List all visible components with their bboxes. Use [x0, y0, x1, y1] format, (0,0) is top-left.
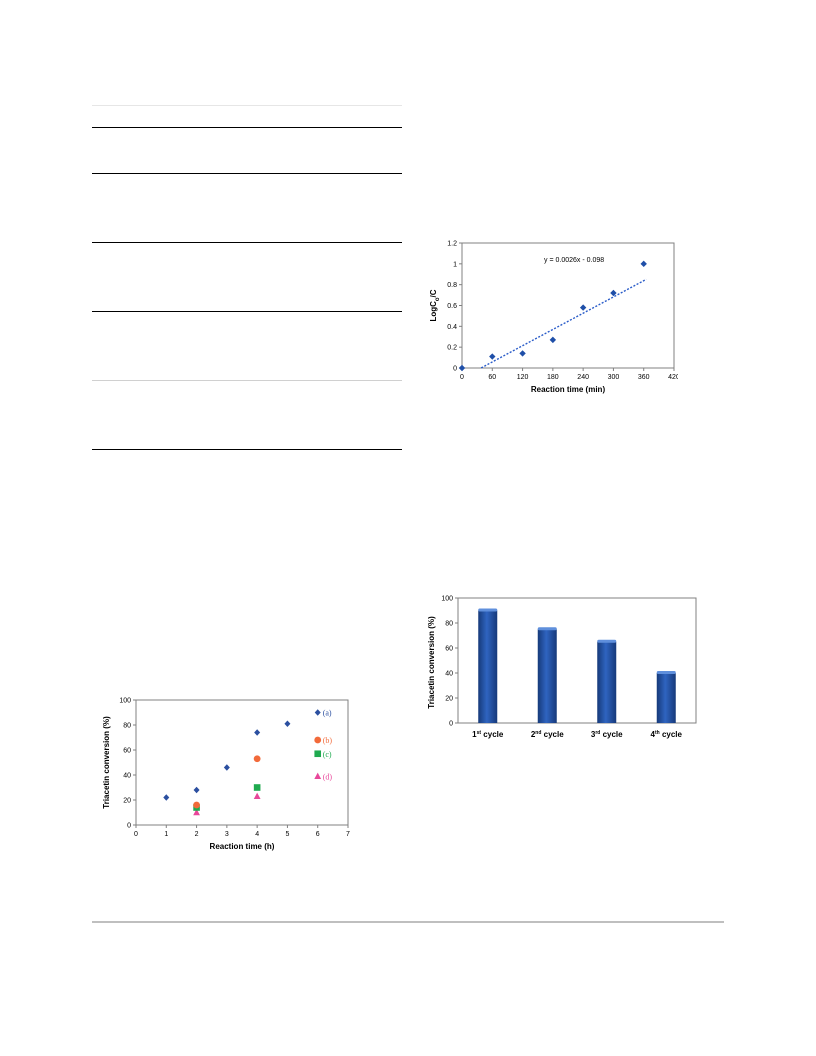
y-axis-label: Triacetin conversion (%) — [427, 616, 436, 709]
table-rule — [92, 449, 402, 450]
footer-rule — [92, 921, 724, 923]
bar — [597, 641, 617, 723]
data-point — [314, 736, 322, 744]
data-point — [314, 709, 321, 716]
y-tick-label: 60 — [123, 748, 131, 755]
data-point — [193, 808, 200, 816]
y-tick-label: 80 — [445, 621, 453, 628]
data-point — [163, 794, 170, 801]
x-tick-label: 240 — [577, 374, 589, 381]
data-point — [253, 784, 261, 791]
x-tick-label: 300 — [608, 374, 620, 381]
data-point — [284, 720, 291, 727]
bar-cap — [537, 627, 557, 631]
conversion-chart-svg: 0 20 40 60 80 100 0 1 2 3 4 5 6 7 (a) (b) (c) (d) Reaction… — [102, 698, 350, 852]
y-tick-label: 1 — [453, 261, 457, 268]
x-tick-label: 0 — [460, 374, 464, 381]
y-tick-label: 100 — [119, 698, 131, 705]
table-rule — [92, 242, 402, 243]
x-tick-label: 6 — [316, 831, 320, 838]
data-point — [549, 336, 557, 344]
x-tick-label: 2 — [195, 831, 199, 838]
table-rule — [92, 380, 402, 381]
x-tick-label: 120 — [517, 374, 529, 381]
category-label: 3rd cycle — [591, 730, 623, 739]
category-label: 2nd cycle — [531, 730, 564, 739]
y-tick-label: 60 — [445, 646, 453, 653]
kinetics-chart-svg: 0 0.2 0.4 0.6 0.8 1 1.2 0 60 120 180 240 300 360 420 y … — [429, 241, 678, 395]
table-rule — [92, 311, 402, 312]
data-point — [254, 729, 261, 736]
x-tick-label: 60 — [488, 374, 496, 381]
x-axis-label: Reaction time (h) — [210, 842, 275, 851]
category-label: 1st cycle — [472, 730, 504, 739]
data-point — [640, 260, 647, 268]
y-tick-label: 100 — [441, 596, 453, 603]
kinetics-chart: 0 0.2 0.4 0.6 0.8 1 1.2 0 60 120 180 240 300 360 420 y … — [422, 236, 678, 398]
bar — [478, 610, 498, 723]
y-tick-label: 0 — [449, 721, 453, 728]
x-tick-label: 0 — [134, 831, 138, 838]
x-tick-label: 180 — [547, 374, 559, 381]
x-axis-label: Reaction time (min) — [531, 385, 606, 394]
data-point — [610, 289, 617, 297]
y-tick-label: 20 — [123, 798, 131, 805]
y-tick-label: 0.8 — [447, 282, 457, 289]
y-tick-label: 0 — [127, 823, 131, 830]
y-tick-label: 40 — [123, 773, 131, 780]
bar-cap — [478, 608, 498, 612]
y-axis-label: LogCo/C — [429, 289, 441, 321]
series-label: (c) — [323, 750, 332, 759]
bar — [656, 673, 676, 723]
x-tick-label: 4 — [255, 831, 259, 838]
x-tick-label: 1 — [164, 831, 168, 838]
x-tick-label: 7 — [346, 831, 350, 838]
plot-area — [135, 699, 349, 826]
data-point — [223, 764, 230, 771]
data-point — [253, 755, 261, 763]
recycle-chart-svg: 0 20 40 60 80 100 1st cycle 2nd cycle 3rd cycle 4… — [427, 596, 697, 739]
recycle-chart: 0 20 40 60 80 100 1st cycle 2nd cycle 3rd cycle 4… — [422, 590, 702, 755]
conversion-chart: 0 20 40 60 80 100 0 1 2 3 4 5 6 7 (a) (b) (c) (d) Reaction… — [98, 693, 360, 858]
y-axis-label: Triacetin conversion (%) — [102, 716, 111, 809]
table-top-thin-rule — [92, 105, 402, 106]
series-label: (b) — [323, 736, 333, 745]
x-tick-label: 360 — [638, 374, 650, 381]
y-tick-label: 0.2 — [447, 345, 457, 352]
y-tick-label: 0.6 — [447, 303, 457, 310]
bar-cap — [656, 671, 676, 674]
table-rule — [92, 173, 402, 174]
trendline — [480, 278, 647, 369]
data-point — [314, 750, 322, 758]
y-tick-label: 40 — [445, 671, 453, 678]
y-tick-label: 20 — [445, 696, 453, 703]
data-point — [314, 772, 322, 780]
data-point — [458, 364, 466, 372]
data-point — [193, 786, 200, 794]
table-rule — [92, 127, 402, 128]
data-point — [519, 350, 526, 357]
data-point — [193, 801, 200, 809]
series-label: (a) — [323, 709, 332, 718]
y-tick-label: 80 — [123, 723, 131, 730]
data-point — [579, 304, 587, 311]
plot-area — [457, 597, 697, 724]
data-point — [489, 353, 496, 360]
y-tick-label: 0 — [453, 366, 457, 373]
series-label: (d) — [323, 772, 333, 781]
y-tick-label: 0.4 — [447, 324, 457, 331]
bar-cap — [597, 639, 617, 643]
x-tick-label: 420 — [668, 374, 678, 381]
data-point — [253, 792, 261, 800]
y-tick-label: 1.2 — [447, 241, 457, 248]
category-label: 4th cycle — [651, 730, 683, 739]
x-tick-label: 3 — [225, 831, 229, 838]
x-tick-label: 5 — [285, 831, 289, 838]
trendline-equation: y = 0.0026x - 0.098 — [544, 257, 604, 264]
bar — [537, 629, 557, 723]
